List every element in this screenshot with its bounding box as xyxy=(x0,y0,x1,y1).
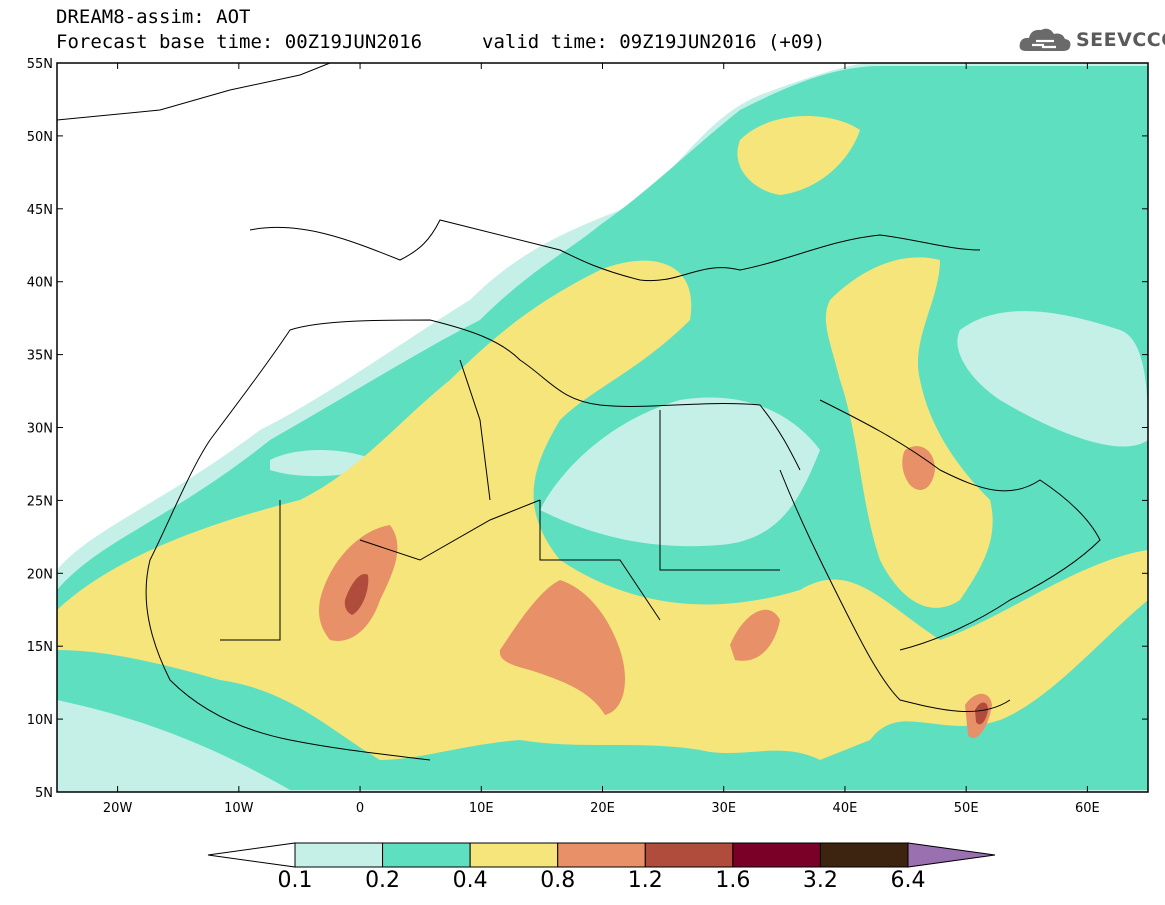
lat-label: 50N xyxy=(27,130,53,145)
aot-band-0.4-north xyxy=(737,116,860,195)
colorbar-tick-label: 0.8 xyxy=(540,868,576,893)
aot-band-0.8 xyxy=(902,446,935,490)
colorbar-swatch xyxy=(644,842,734,868)
colorbar-min-arrow xyxy=(207,842,296,868)
colorbar-tick-label: 0.2 xyxy=(365,868,401,893)
lon-labels: 20W 10W 0 10E 20E 30E 40E 50E 60E xyxy=(103,801,1100,816)
valid-time: valid time: 09Z19JUN2016 (+09) xyxy=(482,31,826,53)
colorbar-tick-label: 3.2 xyxy=(802,868,838,893)
colorbar xyxy=(207,842,996,868)
lon-label: 20E xyxy=(590,801,615,816)
axis-ticks xyxy=(57,62,1148,793)
aot-band-1.2 xyxy=(975,702,988,725)
lat-label: 5N xyxy=(35,786,53,801)
lat-label: 20N xyxy=(27,567,53,582)
aot-band-0.1-patch xyxy=(957,311,1148,447)
colorbar-tick-label: 0.4 xyxy=(452,868,488,893)
lat-labels: 55N 50N 45N 40N 35N 30N 25N 20N 15N 10N 5N xyxy=(27,57,53,801)
lat-label: 35N xyxy=(27,349,53,364)
aot-band-0.8 xyxy=(730,609,780,661)
coastline-europe xyxy=(57,63,981,282)
colorbar-swatch xyxy=(294,842,384,868)
lon-label: 10W xyxy=(224,801,254,816)
colorbar-swatch xyxy=(469,842,559,868)
lon-label: 50E xyxy=(954,801,979,816)
colorbar-tick-label: 6.4 xyxy=(890,868,926,893)
colorbar-max-arrow xyxy=(907,842,996,868)
aot-band-0.8 xyxy=(499,580,625,715)
colorbar-tick-label: 1.6 xyxy=(715,868,751,893)
lat-label: 55N xyxy=(27,57,53,72)
forecast-base-time: Forecast base time: 00Z19JUN2016 xyxy=(56,31,423,53)
lon-label: 10E xyxy=(469,801,494,816)
colorbar-swatch xyxy=(732,842,821,868)
colorbar-swatch xyxy=(819,842,909,868)
lat-label: 45N xyxy=(27,203,53,218)
lon-label: 40E xyxy=(833,801,858,816)
logo-text: SEEVCCC xyxy=(1076,29,1165,51)
lat-label: 40N xyxy=(27,276,53,291)
chart-title: DREAM8-assim: AOT xyxy=(56,6,251,28)
colorbar-tick-label: 0.1 xyxy=(277,868,313,893)
coastline-north-africa xyxy=(149,319,801,561)
border-line xyxy=(220,359,780,641)
aot-band-1.2 xyxy=(344,574,369,615)
lat-label: 25N xyxy=(27,494,53,509)
cloud-icon xyxy=(1019,28,1071,51)
colorbar-tick-label: 1.2 xyxy=(627,868,663,893)
lon-label: 60E xyxy=(1075,801,1100,816)
lat-label: 10N xyxy=(27,713,53,728)
colorbar-swatch xyxy=(382,842,471,868)
lon-label: 0 xyxy=(356,801,364,816)
lon-label: 20W xyxy=(103,801,133,816)
aot-band-0.4-east xyxy=(825,257,993,608)
coastline-west-africa xyxy=(145,559,431,761)
coastline-red-sea xyxy=(779,469,1011,712)
lat-label: 30N xyxy=(27,422,53,437)
lat-label: 15N xyxy=(27,640,53,655)
colorbar-swatch xyxy=(557,842,646,868)
lon-label: 30E xyxy=(711,801,736,816)
coastline-arabia xyxy=(819,399,1101,651)
aot-fields xyxy=(57,63,1148,792)
seevccc-logo: SEEVCCC xyxy=(1018,22,1165,58)
coastlines xyxy=(57,63,1101,761)
aot-band-0.1-patch xyxy=(540,397,820,547)
